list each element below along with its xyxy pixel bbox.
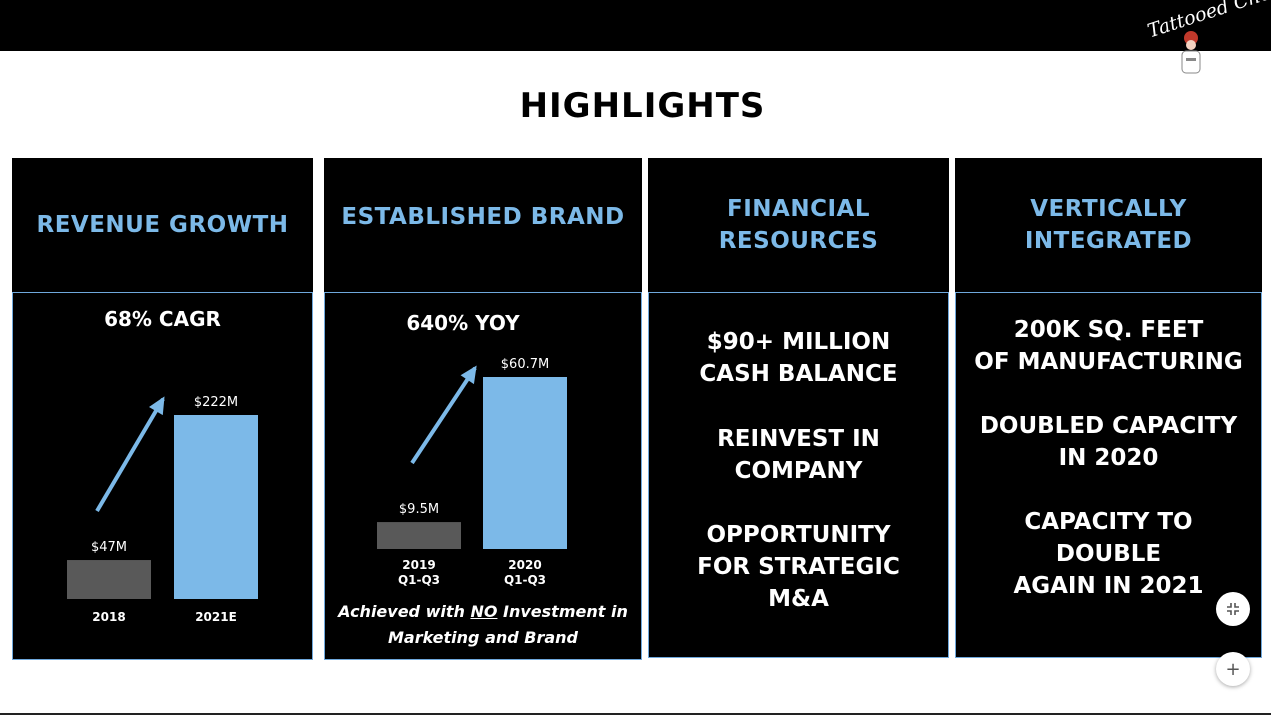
category-label-0: 2018 bbox=[92, 610, 125, 624]
card-body: 640% YOY $9.5M 2019 Q1-Q3 $60.7M 2020 Q1-Q3 A… bbox=[324, 292, 642, 660]
revenue-chart: $47M 2018 $222M 2021E bbox=[67, 395, 258, 624]
card-heading: ESTABLISHED BRAND bbox=[341, 204, 625, 230]
brand-logo: Tattooed Chef bbox=[1131, 0, 1271, 78]
opportunity-text: OPPORTUNITY FOR STRATEGIC M&A bbox=[649, 519, 948, 615]
bar-1 bbox=[174, 415, 258, 599]
text-line: DOUBLED CAPACITY bbox=[979, 413, 1238, 439]
page-title: HIGHLIGHTS bbox=[519, 86, 766, 126]
category-label-1: 2020 bbox=[508, 558, 541, 572]
doubled-capacity-text: DOUBLED CAPACITY IN 2020 bbox=[956, 410, 1261, 474]
zoom-in-button[interactable]: + bbox=[1216, 652, 1250, 686]
top-bar bbox=[0, 0, 1271, 51]
text-line: OPPORTUNITY bbox=[706, 522, 891, 548]
bar-1 bbox=[483, 377, 567, 549]
capacity-plan-text: CAPACITY TO DOUBLE AGAIN IN 2021 bbox=[956, 506, 1261, 602]
text-line: $90+ MILLION bbox=[706, 329, 891, 355]
card-body: $90+ MILLION CASH BALANCE REINVEST IN CO… bbox=[648, 292, 949, 658]
data-label-1: $60.7M bbox=[501, 357, 549, 372]
growth-arrow-head bbox=[460, 365, 477, 385]
category-label-1: Q1-Q3 bbox=[504, 573, 546, 587]
heading-line-1: VERTICALLY bbox=[1030, 196, 1187, 222]
text-line: IN 2020 bbox=[1058, 445, 1159, 471]
data-label-1: $222M bbox=[194, 395, 238, 410]
data-label-0: $47M bbox=[91, 540, 127, 555]
investment-note: Achieved with NO Investment in Marketing… bbox=[325, 599, 641, 651]
card-body: 200K SQ. FEET OF MANUFACTURING DOUBLED C… bbox=[955, 292, 1262, 658]
reinvest-text: REINVEST IN COMPANY bbox=[649, 423, 948, 487]
growth-arrow bbox=[410, 366, 477, 465]
zoom-in-icon: + bbox=[1225, 658, 1241, 680]
text-line: OF MANUFACTURING bbox=[974, 349, 1243, 375]
bottom-divider bbox=[0, 713, 1271, 715]
cash-balance-text: $90+ MILLION CASH BALANCE bbox=[649, 326, 948, 390]
revenue-growth-card: REVENUE GROWTH 68% CAGR $47M 2018 $222M 202… bbox=[12, 158, 313, 660]
text-line: CASH BALANCE bbox=[699, 361, 898, 387]
yoy-metric: 640% YOY bbox=[406, 311, 520, 335]
category-label-0: 2019 bbox=[402, 558, 435, 572]
growth-arrow-head bbox=[149, 396, 165, 416]
fit-screen-button[interactable] bbox=[1216, 592, 1250, 626]
text-line: AGAIN IN 2021 bbox=[1013, 573, 1204, 599]
text-line: FOR STRATEGIC bbox=[697, 554, 900, 580]
text-line: REINVEST IN bbox=[717, 426, 880, 452]
heading-line-2: INTEGRATED bbox=[1024, 228, 1193, 254]
card-heading: FINANCIAL RESOURCES bbox=[648, 158, 949, 292]
card-heading: REVENUE GROWTH bbox=[36, 212, 289, 238]
established-brand-card: ESTABLISHED BRAND 640% YOY $9.5M 2019 Q1-Q… bbox=[324, 158, 642, 660]
heading-line-1: FINANCIAL bbox=[727, 196, 870, 222]
note-part-1: Achieved with bbox=[338, 602, 471, 621]
bar-0 bbox=[67, 560, 151, 599]
category-label-1: 2021E bbox=[195, 610, 237, 624]
text-line: COMPANY bbox=[734, 458, 863, 484]
data-label-0: $9.5M bbox=[399, 502, 439, 517]
growth-arrow bbox=[95, 397, 165, 513]
note-line-2: Marketing and Brand bbox=[387, 628, 578, 647]
vertically-integrated-card: VERTICALLY INTEGRATED 200K SQ. FEET OF M… bbox=[955, 158, 1262, 658]
cagr-metric: 68% CAGR bbox=[104, 307, 221, 331]
category-label-0: Q1-Q3 bbox=[398, 573, 440, 587]
text-line: CAPACITY TO bbox=[1024, 509, 1193, 535]
text-line: 200K SQ. FEET bbox=[1013, 317, 1204, 343]
heading-line-2: RESOURCES bbox=[718, 228, 879, 254]
bar-0 bbox=[377, 522, 461, 549]
financial-resources-card: FINANCIAL RESOURCES $90+ MILLION CASH BA… bbox=[648, 158, 949, 658]
card-heading: VERTICALLY INTEGRATED bbox=[955, 158, 1262, 292]
text-line: M&A bbox=[768, 586, 829, 612]
card-body: 68% CAGR $47M 2018 $222M 2021E bbox=[12, 292, 313, 660]
note-part-2: Investment in bbox=[497, 602, 628, 621]
text-line: DOUBLE bbox=[1055, 541, 1162, 567]
chef-figure-icon bbox=[1181, 31, 1201, 74]
fit-screen-icon bbox=[1227, 603, 1239, 615]
note-emphasis: NO bbox=[470, 602, 498, 621]
manufacturing-text: 200K SQ. FEET OF MANUFACTURING bbox=[956, 314, 1261, 378]
